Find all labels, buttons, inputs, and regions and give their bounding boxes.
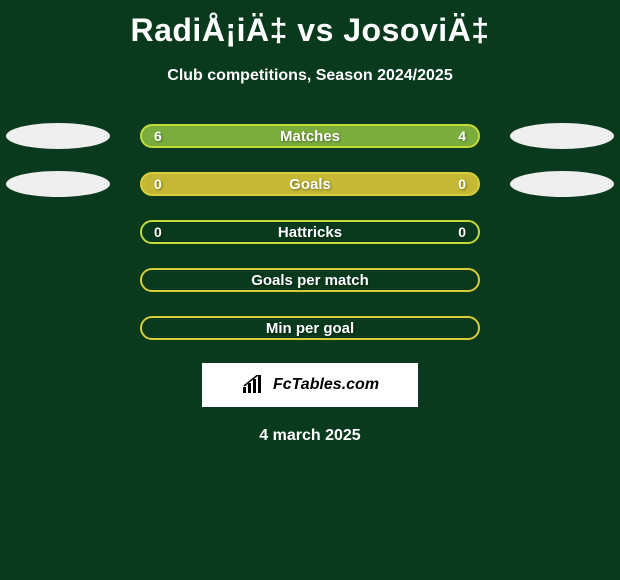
source-badge: FcTables.com bbox=[202, 363, 418, 407]
date-text: 4 march 2025 bbox=[0, 427, 620, 445]
stat-value-left: 0 bbox=[154, 176, 162, 192]
stat-bar: 0 Hattricks 0 bbox=[140, 220, 480, 244]
stat-row: 0 Goals 0 bbox=[0, 171, 620, 197]
stat-bar: 6 Matches 4 bbox=[140, 124, 480, 148]
stat-value-right: 0 bbox=[458, 224, 466, 240]
stat-label: Hattricks bbox=[278, 224, 342, 241]
stat-bar: Min per goal bbox=[140, 316, 480, 340]
stats-rows: 6 Matches 4 0 Goals 0 0 Hattricks 0 Goals per mat… bbox=[0, 123, 620, 341]
badge-text: FcTables.com bbox=[273, 376, 379, 394]
left-ellipse bbox=[6, 123, 110, 149]
stat-row: Goals per match bbox=[0, 267, 620, 293]
stat-row: 6 Matches 4 bbox=[0, 123, 620, 149]
stat-bar: 0 Goals 0 bbox=[140, 172, 480, 196]
stat-label: Min per goal bbox=[266, 320, 354, 337]
stat-value-left: 6 bbox=[154, 128, 162, 144]
stat-bar: Goals per match bbox=[140, 268, 480, 292]
stat-label: Goals per match bbox=[251, 272, 369, 289]
page-title: RadiÅ¡iÄ‡ vs JosoviÄ‡ bbox=[0, 0, 620, 49]
stat-value-left: 0 bbox=[154, 224, 162, 240]
right-ellipse bbox=[510, 171, 614, 197]
page-subtitle: Club competitions, Season 2024/2025 bbox=[0, 67, 620, 85]
stat-label: Goals bbox=[289, 176, 331, 193]
stat-value-right: 0 bbox=[458, 176, 466, 192]
stat-row: 0 Hattricks 0 bbox=[0, 219, 620, 245]
chart-icon bbox=[241, 375, 267, 395]
stat-label: Matches bbox=[280, 128, 340, 145]
left-ellipse bbox=[6, 171, 110, 197]
stat-value-right: 4 bbox=[458, 128, 466, 144]
right-ellipse bbox=[510, 123, 614, 149]
stat-row: Min per goal bbox=[0, 315, 620, 341]
